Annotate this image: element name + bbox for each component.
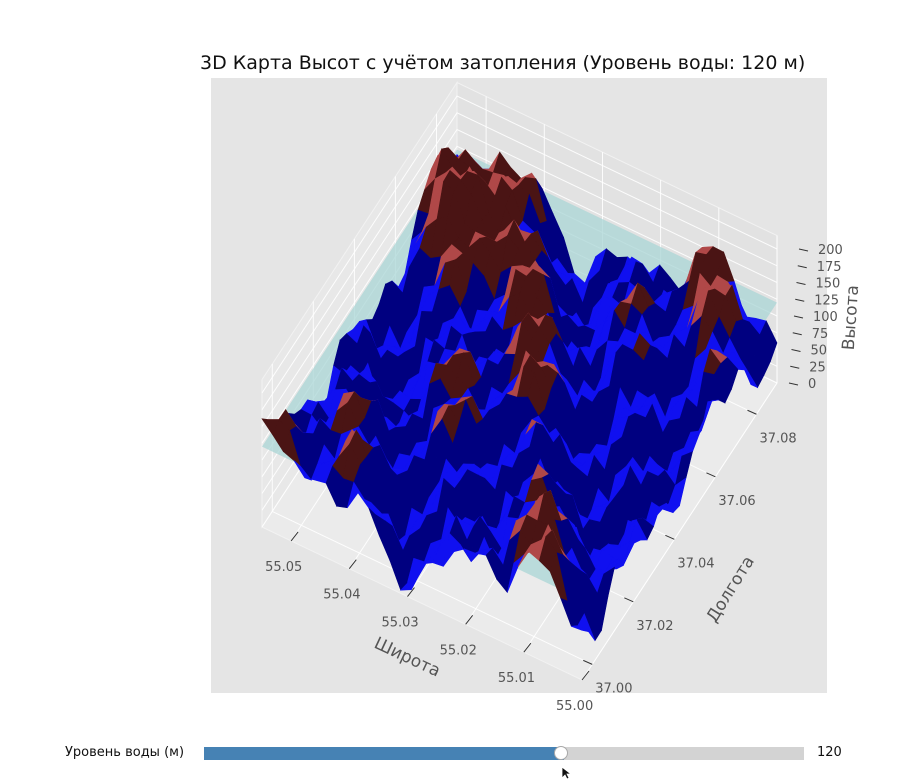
z-tick-mark [793,315,804,319]
x-tick-mark [581,670,590,681]
x-tick-mark [348,559,357,570]
grid-line-height [261,128,778,427]
chart-title: 3D Карта Высот с учётом затопления (Уров… [200,52,806,74]
x-tick-mark [523,642,532,653]
z-tick-mark [797,265,807,269]
z-tick-label: 200 [818,243,843,258]
z-tick-label: 150 [816,277,841,292]
grid-line-height [261,95,778,394]
water-level-slider-fill [204,747,564,760]
y-tick-label: 37.02 [636,619,673,634]
y-tick-label: 37.04 [677,556,714,571]
water-level-slider-label: Уровень воды (м) [65,745,185,760]
water-level-slider-value: 120 [817,745,842,760]
y-tick-mark [583,659,593,665]
z-tick-label: 50 [811,344,828,359]
y-tick-label: 37.00 [595,681,632,696]
x-tick-label: 55.04 [323,588,360,603]
z-tick-mark [792,332,802,336]
z-tick-label: 175 [817,260,842,275]
z-tick-label: 125 [814,293,839,308]
x-tick-label: 55.01 [498,671,535,686]
y-tick-mark [706,472,716,478]
x-tick-mark [290,531,299,542]
y-tick-mark [665,534,675,540]
z-tick-label: 0 [808,377,816,392]
z-tick-label: 25 [809,360,826,375]
y-tick-label: 37.06 [718,494,755,509]
z-tick-mark [798,248,809,252]
x-tick-label: 55.02 [440,643,477,658]
water-level-slider-handle[interactable] [554,746,568,760]
water-level-slider-track[interactable] [204,747,804,760]
z-tick-mark [795,298,805,302]
z-axis-label: Высота [839,284,863,350]
terrain-surface [261,147,778,642]
grid-line-height [261,112,778,411]
z-tick-mark [791,349,801,352]
x-tick-mark [465,615,474,625]
axis-ticks: 55.00 55.01 55.02 55.03 55.04 55.05 37.00 37.02… [265,243,843,714]
z-tick-label: 75 [812,327,829,342]
z-tick-label: 100 [813,310,838,325]
flooded-cell [571,625,589,632]
z-tick-mark [788,382,799,386]
y-tick-label: 37.08 [759,431,796,446]
z-tick-mark [796,282,806,285]
x-tick-label: 55.05 [265,560,302,575]
x-tick-mark [407,587,415,597]
z-tick-mark [790,365,800,369]
y-tick-mark [747,409,757,415]
x-tick-label: 55.03 [381,616,418,631]
y-tick-mark [624,597,634,603]
x-tick-label: 55.00 [556,699,593,714]
grid-line-height [261,145,778,444]
